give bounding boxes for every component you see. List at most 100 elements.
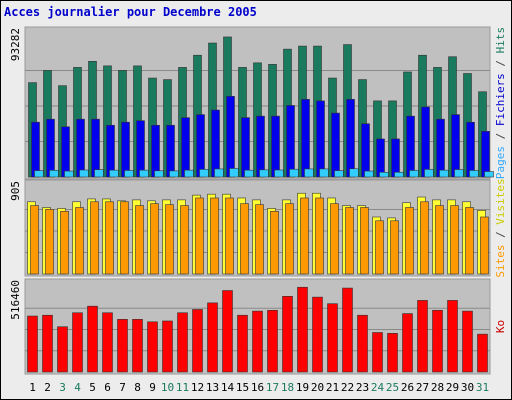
bar-fichiers-day-4: [76, 118, 85, 178]
bar-sites-day-21: [330, 203, 339, 275]
bar-fichiers-day-22: [346, 99, 355, 178]
bar-fichiers-day-15: [241, 117, 250, 178]
panel-mid-legend: Sites / Visites: [494, 178, 507, 277]
x-tick-label-day-22: 22: [341, 381, 354, 394]
x-tick-label-day-11: 11: [176, 381, 189, 394]
x-tick-label-day-3: 3: [59, 381, 66, 394]
bar-sites-day-22: [345, 207, 354, 275]
x-tick-label-day-27: 27: [416, 381, 429, 394]
x-tick-label-day-25: 25: [386, 381, 399, 394]
bar-fichiers-day-16: [256, 115, 265, 178]
bar-pages-day-15: [244, 169, 254, 178]
bar-ko-day-17: [267, 309, 278, 373]
bar-ko-day-18: [282, 295, 293, 373]
x-tick-label-day-9: 9: [149, 381, 156, 394]
legend-part-top-3: /: [494, 53, 507, 73]
bar-pages-day-5: [94, 169, 104, 178]
bar-sites-day-20: [315, 197, 324, 275]
bar-sites-day-5: [90, 201, 99, 275]
bar-sites-day-27: [420, 201, 429, 275]
bar-ko-day-29: [447, 300, 458, 373]
bar-fichiers-day-28: [436, 118, 445, 178]
x-tick-label-day-6: 6: [104, 381, 111, 394]
bar-fichiers-day-21: [331, 112, 340, 178]
bar-sites-day-30: [465, 207, 474, 275]
bar-pages-day-6: [109, 169, 119, 178]
bar-pages-day-1: [34, 170, 44, 178]
bar-fichiers-day-14: [226, 96, 235, 178]
bar-ko-day-11: [177, 312, 188, 373]
bar-ko-day-8: [132, 319, 143, 373]
bar-ko-day-14: [222, 290, 233, 373]
bar-pages-day-4: [79, 169, 89, 178]
bar-fichiers-day-11: [181, 117, 190, 178]
panel-top-max-label: 93282: [9, 28, 22, 61]
bar-sites-day-28: [435, 205, 444, 275]
x-tick-label-day-12: 12: [191, 381, 204, 394]
bar-pages-day-27: [424, 169, 434, 178]
bar-fichiers-day-13: [211, 109, 220, 178]
bar-sites-day-7: [120, 201, 129, 275]
bar-fichiers-day-27: [421, 106, 430, 178]
x-tick-label-day-23: 23: [356, 381, 369, 394]
bar-ko-day-5: [87, 305, 98, 373]
bar-fichiers-day-6: [106, 124, 115, 178]
bar-pages-day-20: [319, 168, 329, 178]
bar-fichiers-day-9: [151, 124, 160, 178]
bar-ko-day-15: [237, 314, 248, 373]
bar-ko-day-6: [102, 312, 113, 373]
bar-ko-day-26: [402, 313, 413, 373]
bar-pages-day-7: [124, 170, 134, 178]
bar-ko-day-3: [57, 326, 68, 373]
bar-sites-day-26: [405, 207, 414, 275]
bar-fichiers-day-5: [91, 118, 100, 178]
x-tick-label-day-2: 2: [44, 381, 51, 394]
bar-ko-day-16: [252, 310, 263, 373]
x-tick-label-day-15: 15: [236, 381, 249, 394]
bar-pages-day-22: [349, 168, 359, 178]
bar-fichiers-day-8: [136, 120, 145, 178]
legend-part-top-2: Fichiers: [494, 73, 507, 126]
legend-part-top-1: /: [494, 126, 507, 146]
bar-fichiers-day-2: [46, 118, 55, 178]
bar-fichiers-day-3: [61, 126, 70, 178]
bar-fichiers-day-19: [301, 99, 310, 178]
bar-pages-day-30: [469, 170, 479, 178]
x-tick-label-day-20: 20: [311, 381, 324, 394]
bar-sites-day-11: [180, 205, 189, 275]
bar-sites-day-14: [225, 197, 234, 275]
bar-sites-day-3: [60, 210, 69, 275]
bar-pages-day-23: [364, 170, 374, 178]
bar-pages-day-12: [199, 169, 209, 178]
bar-ko-day-28: [432, 309, 443, 373]
bar-sites-day-23: [360, 207, 369, 275]
bar-sites-day-24: [375, 220, 384, 275]
x-tick-label-day-4: 4: [74, 381, 81, 394]
bar-sites-day-25: [390, 220, 399, 275]
x-tick-label-day-14: 14: [221, 381, 235, 394]
x-tick-label-day-13: 13: [206, 381, 219, 394]
bar-ko-day-31: [477, 333, 488, 373]
bar-pages-day-26: [409, 170, 419, 178]
bar-sites-day-18: [285, 203, 294, 275]
bar-ko-day-20: [312, 296, 323, 373]
bar-fichiers-day-20: [316, 100, 325, 178]
bar-pages-day-10: [169, 170, 179, 178]
x-tick-label-day-21: 21: [326, 381, 339, 394]
bar-pages-day-14: [229, 168, 239, 178]
bar-sites-day-31: [480, 216, 489, 275]
bar-ko-day-21: [327, 303, 338, 373]
bar-fichiers-day-1: [31, 121, 40, 178]
x-tick-label-day-1: 1: [29, 381, 36, 394]
bar-sites-day-1: [30, 205, 39, 275]
bar-ko-day-23: [357, 314, 368, 373]
bar-pages-day-28: [439, 169, 449, 178]
x-tick-label-day-28: 28: [431, 381, 444, 394]
bar-fichiers-day-7: [121, 121, 130, 178]
panel-bot-legend: Ko: [494, 320, 507, 333]
x-tick-label-day-16: 16: [251, 381, 264, 394]
x-tick-label-day-29: 29: [446, 381, 459, 394]
x-tick-label-day-31: 31: [476, 381, 489, 394]
x-tick-label-day-7: 7: [119, 381, 126, 394]
bar-pages-day-29: [454, 169, 464, 178]
